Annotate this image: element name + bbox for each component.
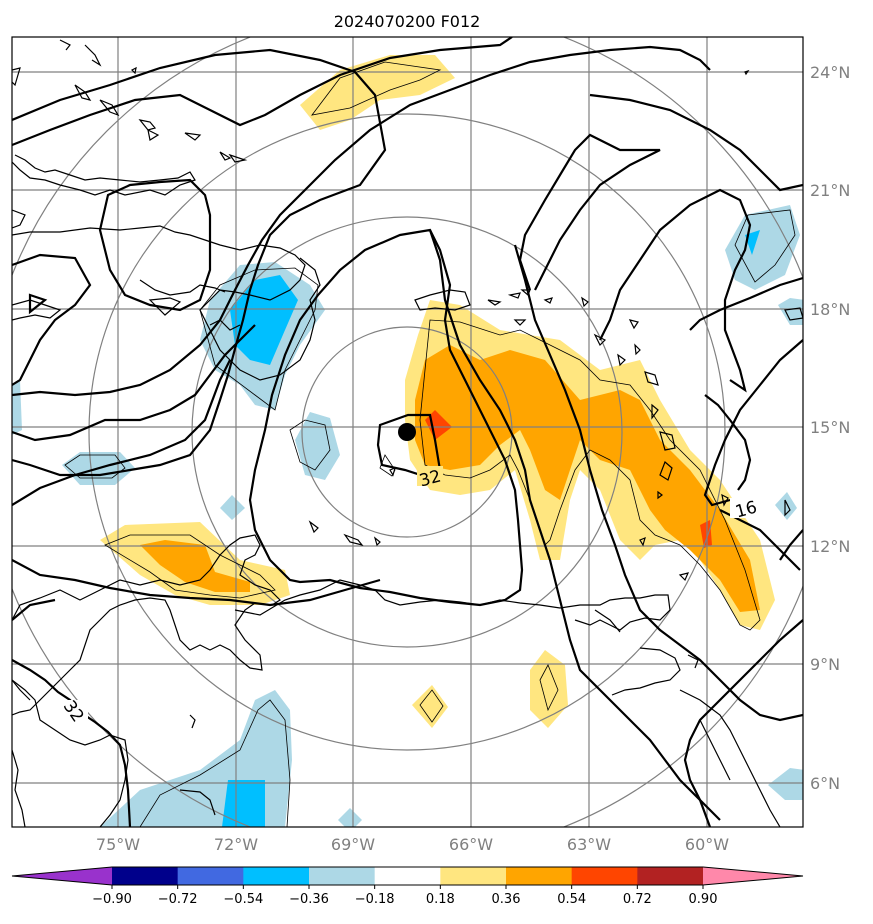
colorbar-tick-label: −0.90 (92, 892, 132, 907)
colorbar-tick-label: 0.36 (492, 892, 521, 907)
colorbar-extend-high (703, 867, 803, 885)
colorbar-segment (571, 867, 638, 885)
lat-label: 18°N (810, 300, 850, 319)
colorbar-segment (309, 867, 376, 885)
lat-label: 12°N (810, 537, 850, 556)
lat-label: 9°N (810, 655, 840, 674)
colorbar-tick-label: 0.90 (689, 892, 718, 907)
lat-label: 15°N (810, 418, 850, 437)
lon-label: 60°W (685, 835, 729, 854)
lat-label: 24°N (810, 63, 850, 82)
storm-center-marker (398, 423, 416, 441)
lon-label: 75°W (96, 835, 140, 854)
colorbar-segment (440, 867, 507, 885)
colorbar-segment (637, 867, 704, 885)
lon-label: 66°W (449, 835, 493, 854)
map-area: 32 16 32 (12, 37, 803, 827)
lon-label: 63°W (567, 835, 611, 854)
colorbar-tick-label: 0.18 (426, 892, 455, 907)
colorbar-tick-label: −0.36 (289, 892, 329, 907)
colorbar-tick-label: −0.18 (355, 892, 395, 907)
lat-label: 6°N (810, 774, 840, 793)
colorbar-segment (374, 867, 441, 885)
colorbar-tick-label: 0.72 (623, 892, 652, 907)
lon-label: 72°W (214, 835, 258, 854)
colorbar-tick-label: −0.72 (158, 892, 198, 907)
lon-label: 69°W (331, 835, 375, 854)
colorbar-extend-low (12, 867, 112, 885)
graticule (12, 37, 803, 827)
colorbar-segment (112, 867, 179, 885)
contour-labels: 32 16 32 (59, 466, 760, 726)
positive-shading (100, 55, 775, 728)
longitude-labels: 75°W 72°W 69°W 66°W 63°W 60°W (96, 835, 729, 854)
colorbar: −0.90 −0.72 −0.54 −0.36 −0.18 0.18 0.36 0.54 0.7… (11, 866, 804, 907)
latitude-labels: 24°N 21°N 18°N 15°N 12°N 9°N 6°N (810, 63, 850, 793)
colorbar-tick-label: 0.54 (557, 892, 586, 907)
colorbar-segment (243, 867, 310, 885)
colorbar-segment (506, 867, 573, 885)
colorbar-tick-label: −0.54 (223, 892, 263, 907)
colorbar-segment (177, 867, 244, 885)
coastlines (12, 39, 803, 827)
negative-shading (12, 205, 803, 827)
thin-contours (64, 61, 796, 827)
lat-label: 21°N (810, 181, 850, 200)
map-frame (11, 36, 804, 828)
map-title: 2024070200 F012 (334, 12, 481, 31)
